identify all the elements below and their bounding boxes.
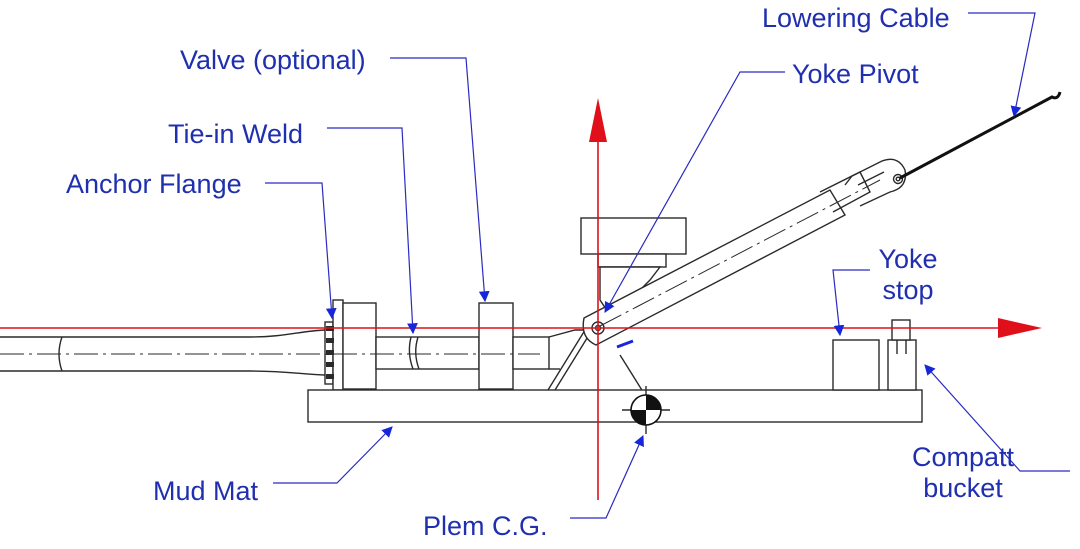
leader-yoke-pivot	[604, 71, 785, 313]
pipeline	[0, 329, 326, 376]
pipe-to-yoke	[512, 329, 590, 370]
label-tie-in-weld: Tie-in Weld	[168, 119, 304, 149]
label-mud-mat: Mud Mat	[153, 476, 259, 506]
leader-plem-cg	[570, 435, 644, 519]
label-compatt-bucket: Compatt bucket	[900, 442, 1026, 504]
compatt-bucket-body	[887, 319, 917, 391]
valve-body	[478, 302, 514, 390]
anchor-flange	[324, 299, 377, 391]
label-anchor-flange: Anchor Flange	[66, 169, 242, 199]
label-yoke-stop: Yoke stop	[868, 244, 948, 306]
leader-mud-mat	[273, 426, 393, 484]
leader-lines	[265, 12, 1070, 519]
label-compatt-line1: Compatt	[911, 442, 1015, 472]
leader-lowering-cable	[968, 12, 1036, 118]
label-valve: Valve (optional)	[180, 45, 366, 75]
label-yoke-stop-line2: stop	[882, 275, 934, 306]
mud-mat-plate	[307, 389, 923, 423]
centerlines	[0, 179, 881, 355]
leader-compatt-bucket	[924, 364, 1070, 472]
leader-yoke-stop	[832, 269, 870, 337]
lowering-cable-line	[899, 91, 1062, 180]
label-yoke-pivot: Yoke Pivot	[792, 59, 919, 89]
label-plem-cg: Plem C.G.	[423, 511, 548, 541]
cg-symbol	[622, 386, 670, 434]
leader-tie-in-weld	[327, 127, 418, 335]
yoke-stop-block	[832, 339, 880, 391]
label-yoke-stop-line1: Yoke	[878, 244, 938, 274]
leader-anchor-flange	[265, 182, 337, 320]
pivot-indicator-mark	[616, 339, 634, 349]
pipe-spool	[375, 336, 480, 370]
reference-axes	[0, 98, 1042, 500]
label-lowering-cable: Lowering Cable	[762, 3, 950, 33]
leader-valve	[390, 57, 490, 303]
label-compatt-line2: bucket	[923, 473, 1003, 504]
